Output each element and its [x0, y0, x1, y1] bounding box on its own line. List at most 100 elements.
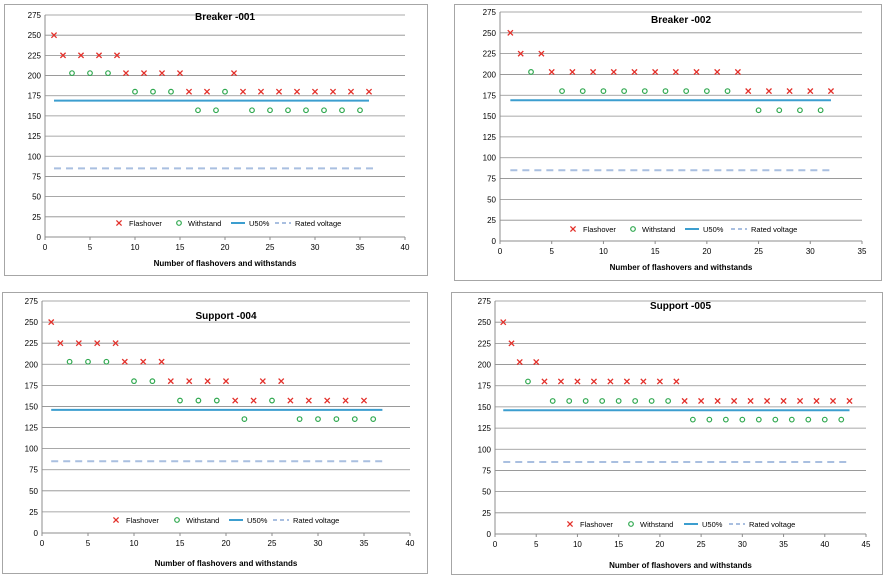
- legend-withstand-icon: [176, 220, 182, 226]
- flashover-point: [796, 397, 804, 405]
- flashover-point: [516, 358, 523, 366]
- x-tick-label: 5: [88, 243, 93, 252]
- x-tick-label: 0: [498, 247, 503, 256]
- y-tick-label: 250: [28, 31, 42, 40]
- flashover-point: [140, 70, 148, 77]
- chart-title: Breaker -001: [195, 12, 255, 23]
- x-axis-label: Number of flashovers and withstands: [609, 561, 752, 570]
- y-tick-label: 200: [28, 72, 42, 81]
- y-tick-label: 200: [483, 70, 497, 79]
- flashover-point: [827, 88, 835, 95]
- withstand-point: [315, 416, 321, 423]
- x-tick-label: 40: [401, 243, 410, 252]
- withstand-point: [621, 88, 628, 95]
- y-tick-label: 125: [483, 133, 497, 142]
- flashover-point: [94, 340, 101, 347]
- withstand-point: [755, 416, 762, 423]
- withstand-point: [249, 107, 255, 114]
- x-tick-label: 20: [702, 247, 711, 256]
- flashover-point: [95, 52, 103, 59]
- x-axis-label: Number of flashovers and withstands: [610, 263, 753, 272]
- withstand-point: [582, 398, 589, 404]
- withstand-point: [357, 107, 363, 114]
- chart-svg-support-004: 0 25 50 75 100 125 150 175 200 225 250 275 0 5 10 15 20 2…: [25, 297, 415, 568]
- withstand-point: [339, 107, 345, 114]
- flashover-point: [507, 29, 514, 36]
- withstand-point: [599, 398, 606, 404]
- y-tick-label: 100: [28, 152, 42, 161]
- flashover-point: [829, 397, 837, 405]
- y-tick-label: 75: [482, 466, 491, 475]
- legend-rated-label: Rated voltage: [751, 225, 797, 234]
- flashover-point: [764, 397, 771, 405]
- legend-flashover-icon: [569, 225, 577, 233]
- withstand-point: [66, 358, 73, 365]
- flashover-point: [610, 68, 617, 76]
- withstand-point: [838, 416, 845, 423]
- legend-flashover-label: Flashover: [126, 516, 159, 525]
- legend-u50-label: U50%: [702, 520, 723, 529]
- x-tick-label: 15: [176, 539, 185, 548]
- y-tick-label: 100: [478, 445, 492, 454]
- withstand-point: [703, 88, 710, 95]
- flashover-point: [158, 358, 165, 365]
- x-axis-label: Number of flashovers and withstands: [154, 259, 297, 268]
- x-tick-label: 25: [697, 540, 706, 549]
- withstand-point: [641, 88, 648, 95]
- withstand-point: [739, 416, 746, 423]
- flashover-point: [311, 88, 319, 95]
- x-tick-label: 30: [806, 247, 815, 256]
- legend-u50-label: U50%: [249, 219, 270, 228]
- legend-withstand-label: Withstand: [640, 520, 673, 529]
- flashover-point: [698, 397, 705, 405]
- flashover-point: [745, 88, 752, 95]
- flashover-point: [360, 397, 368, 404]
- x-tick-label: 20: [221, 243, 230, 252]
- x-tick-label: 20: [222, 539, 231, 548]
- flashover-point: [59, 52, 67, 59]
- flashover-point: [590, 68, 597, 76]
- withstand-point: [177, 397, 183, 404]
- x-tick-label: 5: [86, 539, 91, 548]
- chart-svg-breaker-002: 0 25 50 75 100 125 150 175 200 225 250 275 0 5 10 15 20 2…: [483, 8, 867, 272]
- flashover-point: [656, 378, 663, 385]
- y-tick-label: 75: [487, 175, 496, 184]
- flashover-point: [278, 378, 285, 385]
- withstand-point: [222, 88, 228, 95]
- flashover-point: [640, 378, 647, 385]
- withstand-point: [149, 378, 156, 385]
- legend-withstand-label: Withstand: [188, 219, 221, 228]
- flashover-point: [222, 378, 230, 385]
- withstand-point: [689, 416, 696, 423]
- x-tick-label: 25: [754, 247, 763, 256]
- flashover-point: [230, 70, 238, 77]
- withstand-point: [776, 107, 783, 114]
- x-tick-label: 0: [43, 243, 48, 252]
- withstand-point: [549, 398, 556, 404]
- flashover-point: [122, 70, 130, 77]
- x-tick-label: 5: [549, 247, 554, 256]
- x-tick-label: 40: [406, 539, 415, 548]
- y-tick-label: 150: [483, 112, 497, 121]
- y-tick-label: 0: [34, 529, 39, 538]
- flashover-point: [714, 68, 721, 76]
- legend-rated-label: Rated voltage: [295, 219, 341, 228]
- flashover-point: [631, 68, 638, 76]
- y-tick-label: 125: [478, 424, 492, 433]
- withstand-point: [269, 397, 275, 404]
- flashover-point: [538, 50, 545, 57]
- flashover-point: [541, 378, 548, 385]
- x-tick-label: 15: [614, 540, 623, 549]
- flashover-point: [113, 52, 121, 59]
- legend-withstand-label: Withstand: [642, 225, 675, 234]
- flashover-point: [185, 88, 193, 95]
- y-tick-label: 275: [483, 8, 497, 17]
- y-tick-label: 0: [487, 530, 492, 539]
- flashover-point: [747, 397, 754, 405]
- x-tick-label: 25: [268, 539, 277, 548]
- legend-flashover-label: Flashover: [580, 520, 613, 529]
- withstand-point: [632, 398, 639, 404]
- withstand-point: [821, 416, 828, 423]
- withstand-point: [615, 398, 622, 404]
- legend-withstand-icon: [630, 226, 636, 232]
